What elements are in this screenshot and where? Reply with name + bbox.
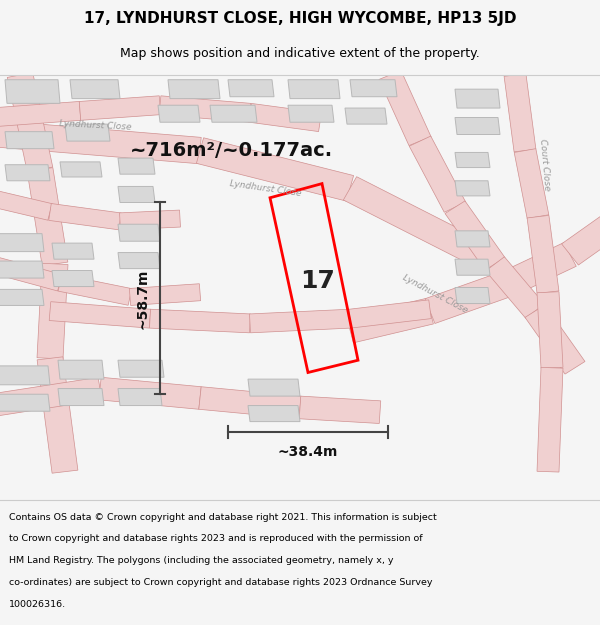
Polygon shape <box>350 80 397 97</box>
Polygon shape <box>455 231 490 247</box>
Polygon shape <box>49 204 121 230</box>
Polygon shape <box>349 300 431 328</box>
Text: ~58.7m: ~58.7m <box>136 268 150 329</box>
Text: Lyndhurst Close: Lyndhurst Close <box>59 119 131 131</box>
Polygon shape <box>58 389 104 406</box>
Polygon shape <box>445 201 505 270</box>
Polygon shape <box>119 210 181 230</box>
Polygon shape <box>288 80 340 99</box>
Polygon shape <box>455 89 500 108</box>
Polygon shape <box>7 72 53 172</box>
Polygon shape <box>0 256 62 291</box>
Polygon shape <box>409 136 466 212</box>
Text: ~38.4m: ~38.4m <box>278 445 338 459</box>
Polygon shape <box>118 186 155 202</box>
Polygon shape <box>159 96 251 122</box>
Polygon shape <box>0 378 102 417</box>
Polygon shape <box>99 378 201 409</box>
Polygon shape <box>52 271 94 286</box>
Polygon shape <box>158 105 200 122</box>
Polygon shape <box>248 379 300 396</box>
Polygon shape <box>0 234 44 252</box>
Polygon shape <box>168 80 220 99</box>
Polygon shape <box>60 162 102 177</box>
Text: Lyndhurst Close: Lyndhurst Close <box>401 273 469 315</box>
Text: HM Land Registry. The polygons (including the associated geometry, namely x, y: HM Land Registry. The polygons (includin… <box>9 556 394 565</box>
Polygon shape <box>130 284 200 306</box>
Polygon shape <box>49 302 151 328</box>
Text: 100026316.: 100026316. <box>9 600 66 609</box>
Polygon shape <box>149 309 250 333</box>
Polygon shape <box>79 96 161 120</box>
Polygon shape <box>199 387 301 419</box>
Polygon shape <box>343 177 487 266</box>
Polygon shape <box>228 80 274 97</box>
Text: 17, LYNDHURST CLOSE, HIGH WYCOMBE, HP13 5JD: 17, LYNDHURST CLOSE, HIGH WYCOMBE, HP13 … <box>84 11 516 26</box>
Polygon shape <box>58 360 104 379</box>
Polygon shape <box>210 105 257 122</box>
Polygon shape <box>118 360 164 378</box>
Polygon shape <box>0 189 52 220</box>
Polygon shape <box>27 168 68 266</box>
Polygon shape <box>537 292 563 368</box>
Polygon shape <box>527 216 559 294</box>
Polygon shape <box>514 149 549 219</box>
Polygon shape <box>455 181 490 196</box>
Polygon shape <box>58 274 132 305</box>
Polygon shape <box>455 152 490 168</box>
Polygon shape <box>299 396 381 424</box>
Text: Court Close: Court Close <box>538 138 552 191</box>
Polygon shape <box>485 257 544 318</box>
Polygon shape <box>37 357 78 473</box>
Polygon shape <box>288 105 334 122</box>
Polygon shape <box>562 216 600 265</box>
Text: to Crown copyright and database rights 2023 and is reproduced with the permissio: to Crown copyright and database rights 2… <box>9 534 422 543</box>
Text: Lyndhurst Close: Lyndhurst Close <box>229 179 301 198</box>
Polygon shape <box>5 165 50 181</box>
Polygon shape <box>248 406 300 422</box>
Polygon shape <box>379 71 431 146</box>
Text: Contains OS data © Crown copyright and database right 2021. This information is : Contains OS data © Crown copyright and d… <box>9 512 437 521</box>
Polygon shape <box>0 366 50 385</box>
Polygon shape <box>5 132 54 149</box>
Polygon shape <box>70 80 120 99</box>
Polygon shape <box>65 124 110 141</box>
Polygon shape <box>504 242 576 294</box>
Polygon shape <box>118 158 155 174</box>
Polygon shape <box>5 80 60 103</box>
Polygon shape <box>347 298 433 343</box>
Polygon shape <box>52 243 94 259</box>
Polygon shape <box>118 224 160 241</box>
Polygon shape <box>37 263 68 359</box>
Polygon shape <box>248 103 322 132</box>
Polygon shape <box>0 261 44 278</box>
Polygon shape <box>455 118 500 134</box>
Polygon shape <box>0 101 81 127</box>
Polygon shape <box>455 259 490 275</box>
Polygon shape <box>0 394 50 411</box>
Polygon shape <box>455 288 490 304</box>
Polygon shape <box>196 138 353 201</box>
Polygon shape <box>118 389 162 406</box>
Text: co-ordinates) are subject to Crown copyright and database rights 2023 Ordnance S: co-ordinates) are subject to Crown copyr… <box>9 578 433 587</box>
Text: Map shows position and indicative extent of the property.: Map shows position and indicative extent… <box>120 48 480 61</box>
Polygon shape <box>537 368 563 472</box>
Polygon shape <box>250 309 350 333</box>
Polygon shape <box>0 119 201 164</box>
Polygon shape <box>504 74 536 152</box>
Polygon shape <box>345 108 387 124</box>
Polygon shape <box>525 305 585 374</box>
Text: ~716m²/~0.177ac.: ~716m²/~0.177ac. <box>130 141 333 160</box>
Polygon shape <box>118 253 160 269</box>
Polygon shape <box>425 271 515 324</box>
Polygon shape <box>0 289 44 306</box>
Text: 17: 17 <box>301 269 335 293</box>
